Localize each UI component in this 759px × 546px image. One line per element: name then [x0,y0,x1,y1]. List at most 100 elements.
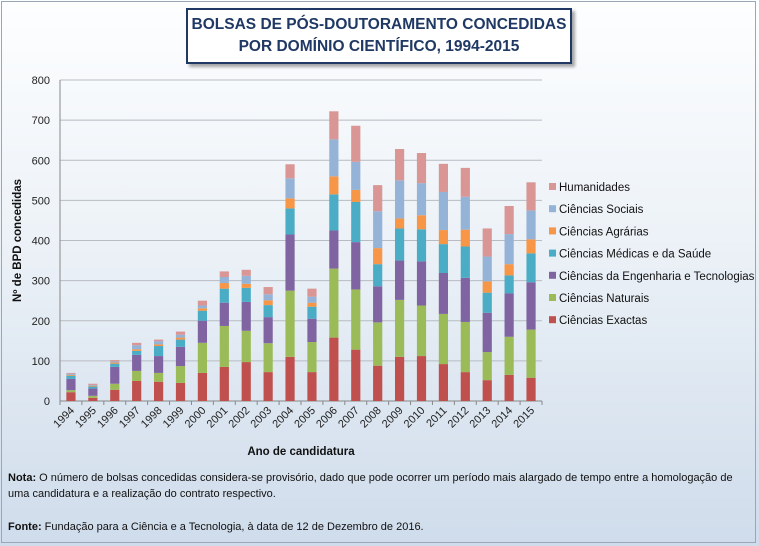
bar-segment [241,269,251,276]
bar-segment [263,287,273,295]
x-tick-label: 2013 [468,405,494,431]
bar-segment [482,228,492,257]
y-tick-label: 700 [32,115,50,127]
bar-segment [66,373,76,375]
bar-segment [351,189,361,202]
bar-segment [175,339,186,347]
bar-segment [132,380,142,401]
x-tick-label: 1994 [51,405,77,431]
bar-segment [373,211,383,249]
bar-segment [526,377,536,401]
bar-segment [132,349,142,351]
bar-segment [394,260,405,300]
bar-segment [329,230,339,269]
x-axis-title: Ano de candidatura [247,446,355,458]
bar-segment [329,337,339,401]
chart-title: BOLSAS DE PÓS-DOUTORAMENTO CONCEDIDAS PO… [186,8,572,64]
x-tick-label: 2006 [314,405,340,431]
bar-segment [110,363,120,367]
bar-segment [175,346,186,367]
bar-segment [482,256,492,282]
bar-segment [416,215,427,230]
bar-segment [373,286,383,323]
bar-segment [329,111,339,140]
bar-segment [110,360,120,362]
bar-segment [329,194,339,231]
x-tick-label: 2004 [270,405,296,431]
bar-segment [241,287,251,302]
bar-segment [197,305,208,309]
bar-segment [110,362,120,364]
y-tick-label: 600 [32,155,50,167]
source-text: Fundação para a Ciência e a Tecnologia, … [41,521,424,533]
bar-segment [88,397,98,401]
x-tick-label: 2010 [402,405,428,431]
bar-segment [219,366,229,401]
bar-segment [482,281,492,293]
bar-segment [153,339,164,342]
stacked-bar-chart: 0100200300400500600700800199419951996199… [12,75,755,458]
bar-segment [373,264,383,287]
bar-segment [285,178,295,199]
bar-segment [153,381,164,401]
legend-swatch [549,271,556,279]
bar-segment [482,380,492,401]
bar-segment [132,350,142,355]
bar-segment [219,288,229,303]
bar-segment [175,337,186,340]
bar-segment [175,331,186,335]
bar-segment [504,205,514,235]
bar-segment [504,336,514,375]
bar-segment [307,306,317,319]
bar-segment [351,201,361,243]
bar-segment [504,293,514,337]
x-tick-label: 2000 [183,405,209,431]
bar-segment [263,372,273,401]
bar-segment [307,342,317,373]
bar-segment [351,349,361,401]
bar-segment [153,341,164,345]
bar-segment [197,308,208,311]
bar-segment [219,283,229,289]
bar-segment [153,356,164,373]
bar-segment [438,163,449,192]
y-tick-label: 500 [32,195,50,207]
bar-segment [219,325,229,367]
bar-segment [153,344,164,347]
bar-segment [241,283,251,288]
bar-segment [263,305,273,318]
bar-segment [416,183,427,216]
bar-segment [351,125,361,162]
x-tick-label: 2014 [489,405,515,431]
bar-segment [197,320,208,343]
bar-segment [416,229,427,262]
bar-segment [307,372,317,401]
x-tick-label: 2015 [511,405,537,431]
bar-segment [88,383,98,385]
bar-segment [132,345,142,350]
x-tick-label: 1998 [139,405,165,431]
bar-segment [285,208,295,235]
note-label: Nota: [8,472,37,484]
bar-segment [132,342,142,346]
bar-segment [66,378,76,391]
bar-segment [66,372,76,374]
bar-segment [416,261,427,306]
bar-segment [373,365,383,401]
bar-segment [66,375,76,379]
bar-segment [110,361,120,363]
bar-segment [307,302,317,307]
bar-segment [307,288,317,297]
bar-segment [197,310,208,321]
y-tick-label: 100 [32,356,50,368]
x-tick-label: 2001 [205,405,231,431]
legend-label: Ciências Médicas e da Saúde [559,249,711,261]
legend-swatch [549,249,556,257]
bar-segment [526,239,536,254]
bar-segment [329,268,339,338]
bar-segment [438,230,449,245]
bar-segment [504,264,514,276]
x-tick-label: 2012 [446,405,472,431]
bar-segment [132,370,142,381]
